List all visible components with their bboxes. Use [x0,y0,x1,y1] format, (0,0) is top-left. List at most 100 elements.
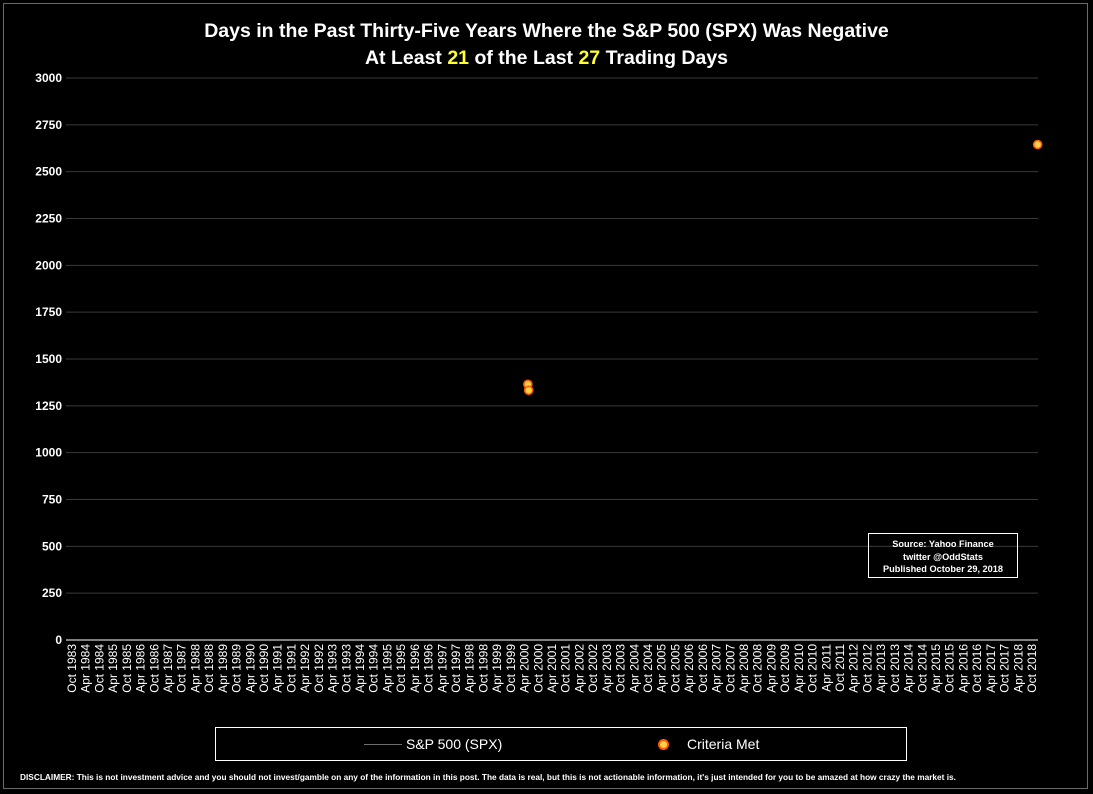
criteria-point-1 [523,385,534,396]
x-tick-label-56: Oct 2011 [833,644,847,692]
x-tick-label-16: Oct 1991 [284,644,298,693]
x-tick-label-42: Oct 2004 [641,644,655,693]
title-line-2: At Least 21 of the Last 27 Trading Days [0,45,1093,72]
x-tick-label-22: Oct 1994 [367,644,381,693]
x-tick-label-53: Apr 2010 [792,644,806,693]
x-tick-label-36: Oct 2001 [559,644,573,693]
x-tick-label-70: Oct 2018 [1025,644,1039,693]
x-tick-label-55: Apr 2011 [819,644,833,692]
x-tick-label-19: Apr 1993 [326,644,340,693]
x-tick-label-69: Apr 2018 [1011,644,1025,693]
x-tick-label-37: Apr 2002 [572,644,586,693]
x-tick-label-10: Oct 1988 [202,644,216,693]
x-tick-label-2: Oct 1984 [92,644,106,693]
legend: S&P 500 (SPX) Criteria Met [215,727,907,761]
x-tick-label-68: Oct 2017 [998,644,1012,693]
y-tick-label-2500: 2500 [35,165,62,179]
title-highlight-27: 27 [578,47,601,69]
x-tick-label-6: Oct 1986 [147,644,161,693]
x-tick-label-57: Apr 2012 [847,644,861,693]
x-tick-label-58: Oct 2012 [860,644,874,693]
x-tick-label-1: Apr 1984 [79,644,93,693]
source-box: Source: Yahoo Finance twitter @OddStats … [868,533,1018,578]
x-tick-label-17: Apr 1992 [298,644,312,693]
y-tick-label-2250: 2250 [35,212,62,226]
y-axis-ticks: 0 250 500 750 1000 1250 1500 1750 2000 2250 2500 27… [35,71,62,647]
x-tick-label-0: Oct 1983 [65,644,79,693]
x-tick-label-9: Apr 1988 [188,644,202,693]
legend-marker-swatch [658,739,669,750]
x-tick-label-28: Oct 1997 [449,644,463,693]
x-tick-label-27: Apr 1997 [435,644,449,693]
x-tick-label-62: Oct 2014 [915,644,929,693]
x-tick-label-47: Apr 2007 [710,644,724,693]
x-tick-label-14: Oct 1990 [257,644,271,693]
x-tick-label-41: Apr 2004 [627,644,641,693]
x-tick-label-15: Apr 1991 [271,644,285,693]
x-tick-label-24: Oct 1995 [394,644,408,693]
legend-series-label: S&P 500 (SPX) [406,736,503,752]
title-line-1: Days in the Past Thirty-Five Years Where… [204,20,889,42]
y-tick-label-2750: 2750 [35,118,62,132]
x-tick-label-20: Oct 1993 [339,644,353,693]
source-line-2: twitter @OddStats [903,551,983,562]
x-tick-label-3: Apr 1985 [106,644,120,693]
gridlines [66,77,1038,594]
y-tick-label-1750: 1750 [35,305,62,319]
x-tick-label-54: Oct 2010 [806,644,820,693]
x-tick-label-46: Oct 2006 [696,644,710,693]
x-tick-label-44: Oct 2005 [668,644,682,693]
y-tick-label-1250: 1250 [35,399,62,413]
source-line-1: Source: Yahoo Finance [892,539,994,549]
title-line-2-post: Trading Days [600,47,729,69]
y-tick-label-750: 750 [42,493,62,507]
criteria-point-2 [1032,139,1043,150]
criteria-points [523,139,1043,396]
x-tick-label-29: Apr 1998 [463,644,477,693]
x-tick-label-52: Oct 2009 [778,644,792,693]
x-tick-label-43: Apr 2005 [655,644,669,693]
x-tick-label-7: Apr 1987 [161,644,175,693]
y-tick-label-0: 0 [55,633,62,647]
y-tick-label-500: 500 [42,539,62,553]
title-line-2-pre: At Least [364,47,448,69]
x-tick-label-34: Oct 2000 [531,644,545,693]
x-tick-label-65: Apr 2016 [956,644,970,693]
chart-title: Days in the Past Thirty-Five Years Where… [0,18,1093,72]
y-tick-label-250: 250 [42,586,62,600]
x-tick-label-26: Oct 1996 [422,644,436,693]
title-line-2-mid: of the Last [469,47,579,69]
x-tick-label-8: Oct 1987 [175,644,189,693]
title-highlight-21: 21 [447,47,470,69]
x-tick-label-48: Oct 2007 [723,644,737,693]
x-tick-label-11: Apr 1989 [216,644,230,693]
x-tick-label-32: Oct 1999 [504,644,518,693]
source-line-3: Published October 29, 2018 [883,564,1003,574]
x-tick-label-64: Oct 2015 [943,644,957,693]
x-tick-label-18: Oct 1992 [312,644,326,693]
x-tick-label-59: Apr 2013 [874,644,888,693]
x-tick-label-4: Oct 1985 [120,644,134,693]
y-tick-label-1500: 1500 [35,352,62,366]
x-tick-label-31: Apr 1999 [490,644,504,693]
x-tick-label-5: Apr 1986 [134,644,148,693]
x-tick-label-30: Oct 1998 [476,644,490,693]
x-tick-label-66: Oct 2016 [970,644,984,693]
x-tick-label-51: Apr 2009 [764,644,778,693]
x-axis-ticks: Oct 1983 Apr 1984 Oct 1984 Apr 1985 Oct 1985… [65,644,1039,693]
x-tick-label-45: Apr 2006 [682,644,696,693]
x-tick-label-33: Apr 2000 [518,644,532,693]
x-tick-label-61: Apr 2014 [902,644,916,693]
x-tick-label-60: Oct 2013 [888,644,902,693]
x-tick-label-63: Apr 2015 [929,644,943,693]
chart-frame [3,3,1088,789]
x-tick-label-25: Apr 1996 [408,644,422,693]
legend-criteria-label: Criteria Met [687,736,760,752]
y-tick-label-1000: 1000 [35,446,62,460]
x-tick-label-49: Apr 2008 [737,644,751,693]
y-tick-label-3000: 3000 [35,71,62,85]
x-tick-label-40: Oct 2003 [614,644,628,693]
y-tick-label-2000: 2000 [35,258,62,272]
disclaimer: DISCLAIMER: This is not investment advic… [20,772,956,782]
